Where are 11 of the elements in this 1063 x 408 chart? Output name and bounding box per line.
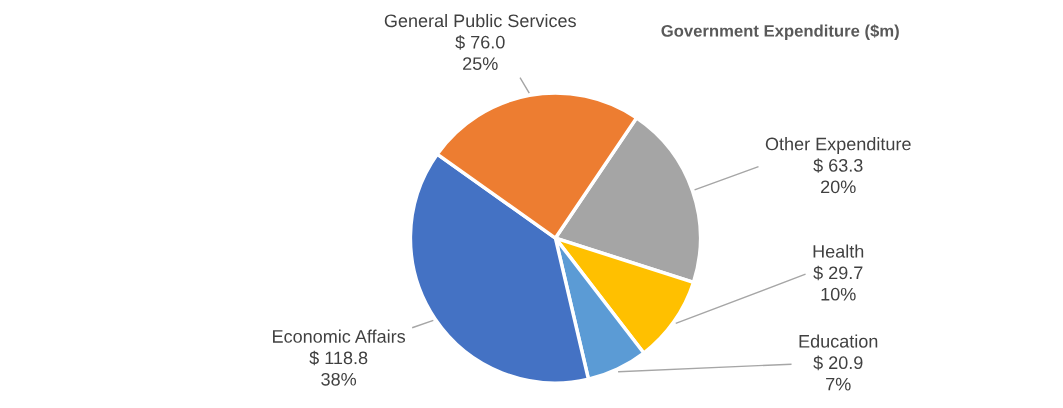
slice-label: Other Expenditure [765,137,911,154]
data-label: $ 118.8 38% [309,350,368,386]
slice-label: Health [813,244,864,258]
slice-label: General Public Services [384,13,576,28]
data-label: $ 29.7 10% [813,265,863,301]
slice-label: Economic Affairs [273,329,406,343]
data-label: $ 63.3 20% [813,158,863,194]
slice-label: Education [799,334,878,348]
data-label: $ 76.0 25% [455,35,505,71]
text: Government Expenditure ($m) [661,24,899,41]
data-label: $ 20.9 7% [813,355,863,391]
